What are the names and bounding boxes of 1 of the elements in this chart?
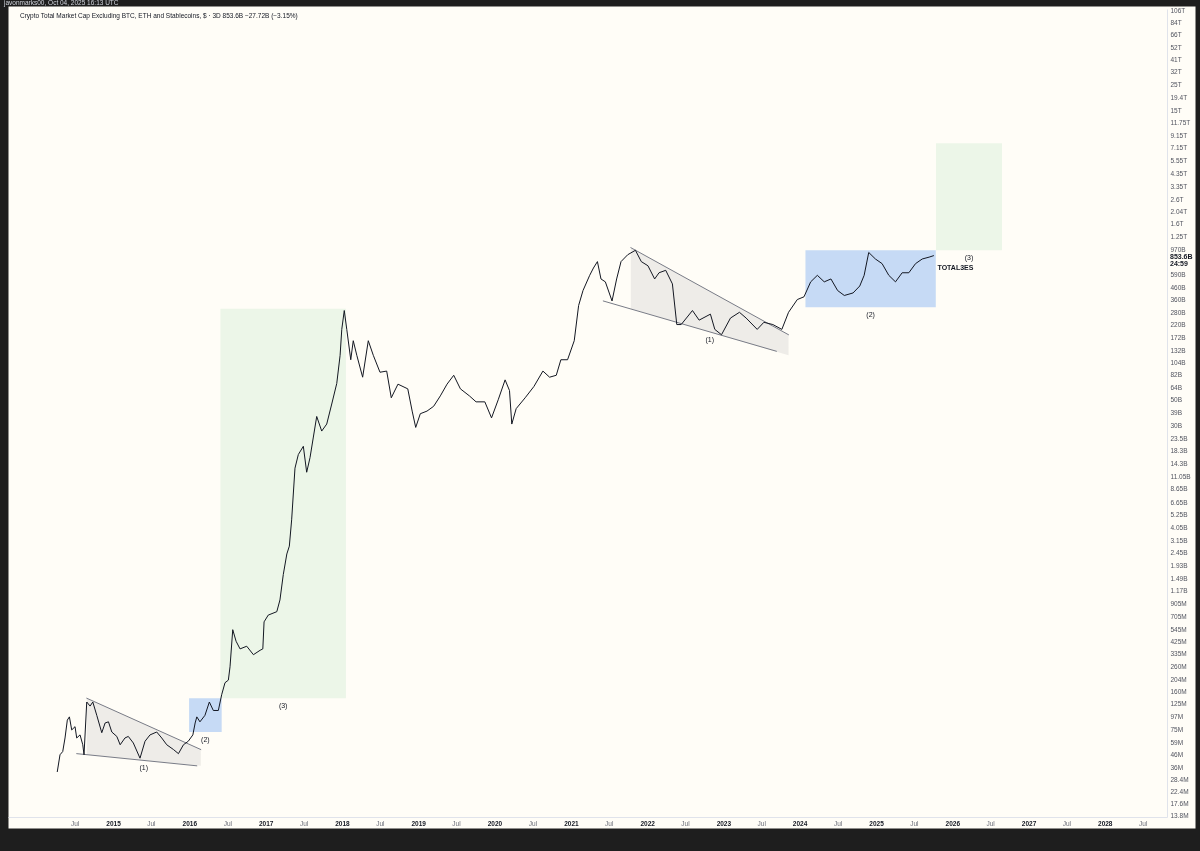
line-series — [56, 249, 934, 773]
